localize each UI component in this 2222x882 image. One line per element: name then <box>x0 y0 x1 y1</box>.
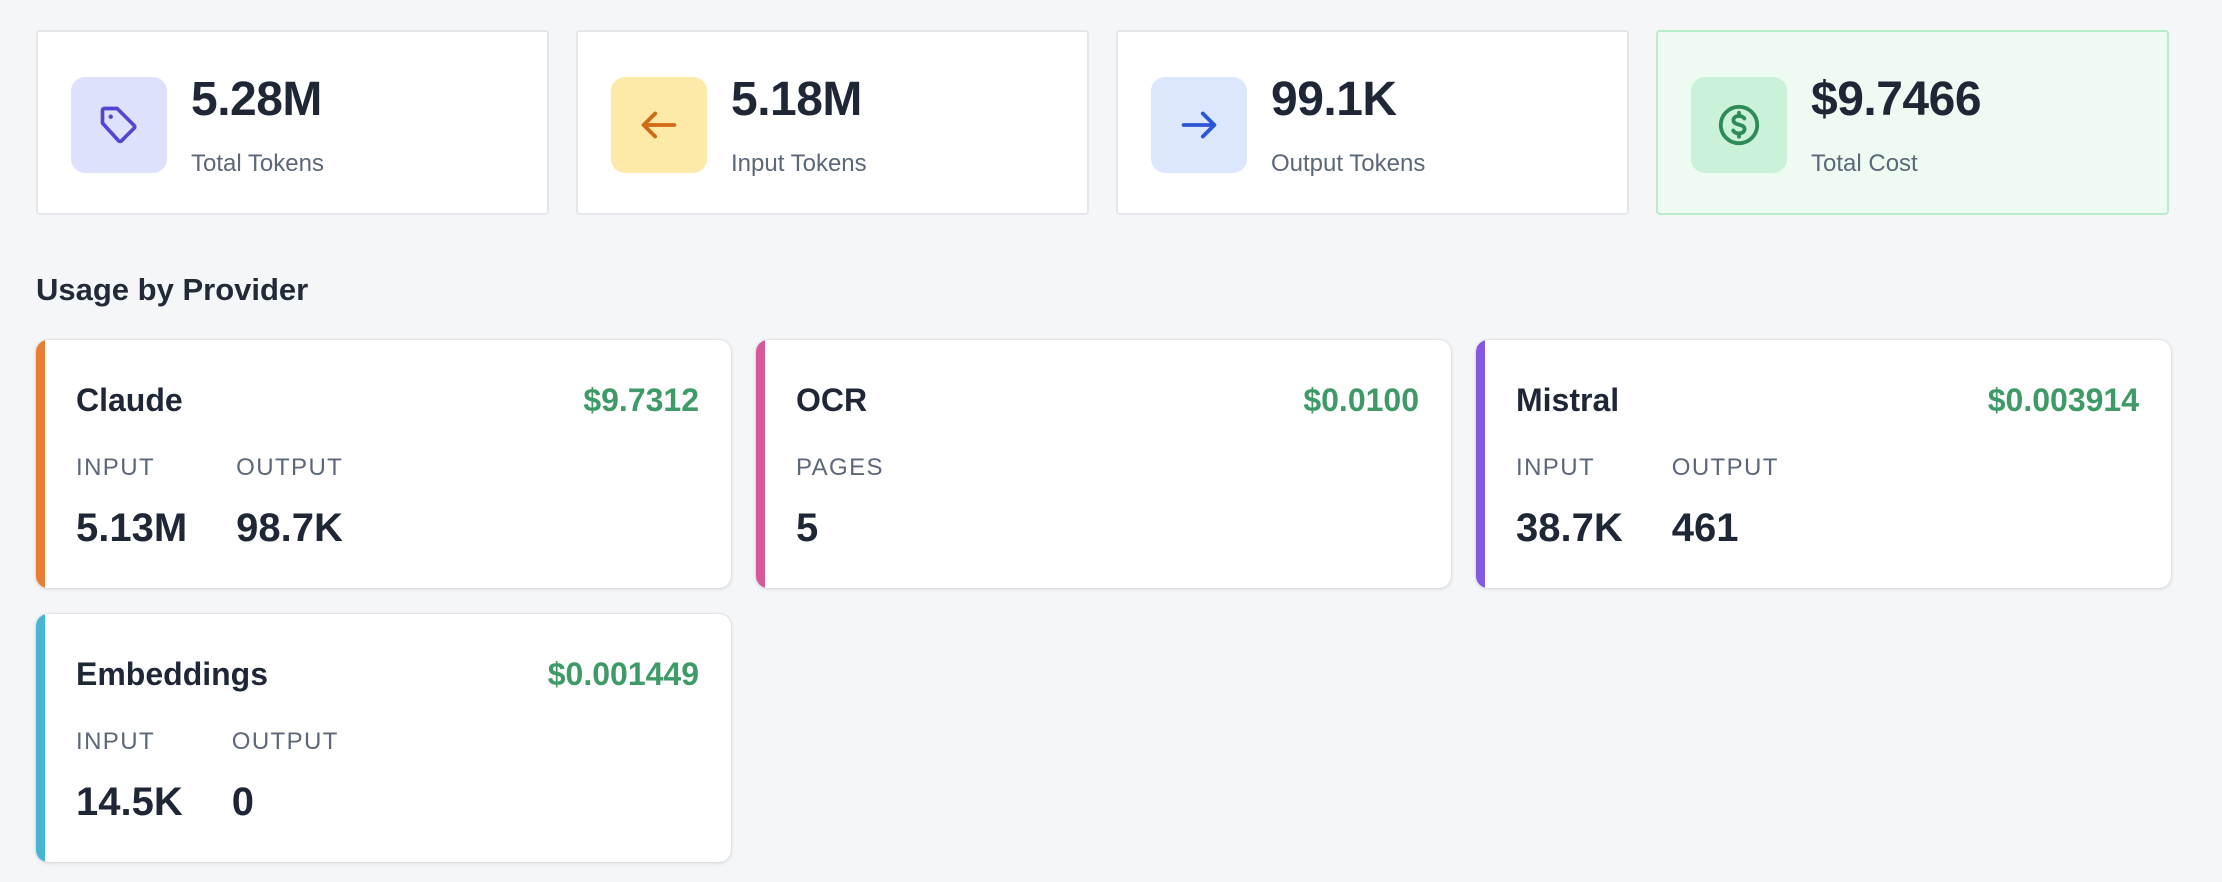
provider-card-ocr: OCR $0.0100 PAGES 5 <box>756 340 1451 588</box>
metric-label: INPUT <box>76 728 155 755</box>
stat-card-output-tokens: 99.1K Output Tokens <box>1116 30 1629 215</box>
provider-metrics: INPUT 14.5K OUTPUT 0 <box>76 728 339 824</box>
metric-label: PAGES <box>796 454 884 481</box>
metric-label: INPUT <box>76 454 155 481</box>
provider-metrics: INPUT 38.7K OUTPUT 461 <box>1516 454 1779 550</box>
output-tokens-label: Output Tokens <box>1271 150 1426 177</box>
provider-cost: $0.003914 <box>1987 382 2139 418</box>
provider-cost: $9.7312 <box>583 382 699 418</box>
metric-value: 14.5K <box>76 780 183 824</box>
output-tokens-value: 99.1K <box>1271 73 1397 126</box>
metric-label: INPUT <box>1516 454 1595 481</box>
provider-accent-bar <box>1476 340 1485 588</box>
total-cost-label: Total Cost <box>1811 150 1918 177</box>
dollar-circle-icon <box>1691 77 1787 173</box>
metric-value: 0 <box>231 780 254 824</box>
metric-label: OUTPUT <box>231 728 339 755</box>
provider-cost: $0.001449 <box>547 656 699 692</box>
metric-label: OUTPUT <box>236 454 344 481</box>
provider-metrics: PAGES 5 <box>796 454 884 550</box>
metric-value: 38.7K <box>1516 506 1623 550</box>
provider-name: Claude <box>76 382 183 418</box>
provider-name: Embeddings <box>76 656 269 692</box>
provider-card-mistral: Mistral $0.003914 INPUT 38.7K OUTPUT 461 <box>1476 340 2171 588</box>
provider-cost: $0.0100 <box>1303 382 1419 418</box>
metric-input: INPUT 38.7K <box>1516 454 1623 550</box>
metric-output: OUTPUT 461 <box>1671 454 1779 550</box>
total-cost-value: $9.7466 <box>1811 73 1982 126</box>
metric-value: 98.7K <box>236 506 343 550</box>
metric-value: 5.13M <box>76 506 188 550</box>
stat-card-total-cost: $9.7466 Total Cost <box>1656 30 2169 215</box>
metric-input: INPUT 5.13M <box>76 454 188 550</box>
provider-accent-bar <box>756 340 765 588</box>
stat-card-input-tokens: 5.18M Input Tokens <box>576 30 1089 215</box>
tag-icon <box>71 77 167 173</box>
total-tokens-label: Total Tokens <box>191 150 324 177</box>
provider-card-embeddings: Embeddings $0.001449 INPUT 14.5K OUTPUT … <box>36 614 731 862</box>
provider-accent-bar <box>36 614 45 862</box>
metric-label: OUTPUT <box>1671 454 1779 481</box>
arrow-right-icon <box>1151 77 1247 173</box>
metric-output: OUTPUT 0 <box>231 728 339 824</box>
provider-name: OCR <box>796 382 868 418</box>
provider-name: Mistral <box>1516 382 1620 418</box>
input-tokens-label: Input Tokens <box>731 150 867 177</box>
section-title: Usage by Provider <box>36 272 309 307</box>
arrow-left-icon <box>611 77 707 173</box>
total-tokens-value: 5.28M <box>191 73 322 126</box>
metric-value: 461 <box>1671 506 1739 550</box>
provider-accent-bar <box>36 340 45 588</box>
input-tokens-value: 5.18M <box>731 73 862 126</box>
metric-value: 5 <box>796 506 819 550</box>
metric-pages: PAGES 5 <box>796 454 884 550</box>
provider-card-claude: Claude $9.7312 INPUT 5.13M OUTPUT 98.7K <box>36 340 731 588</box>
stat-card-total-tokens: 5.28M Total Tokens <box>36 30 549 215</box>
metric-input: INPUT 14.5K <box>76 728 183 824</box>
metric-output: OUTPUT 98.7K <box>236 454 344 550</box>
provider-metrics: INPUT 5.13M OUTPUT 98.7K <box>76 454 344 550</box>
